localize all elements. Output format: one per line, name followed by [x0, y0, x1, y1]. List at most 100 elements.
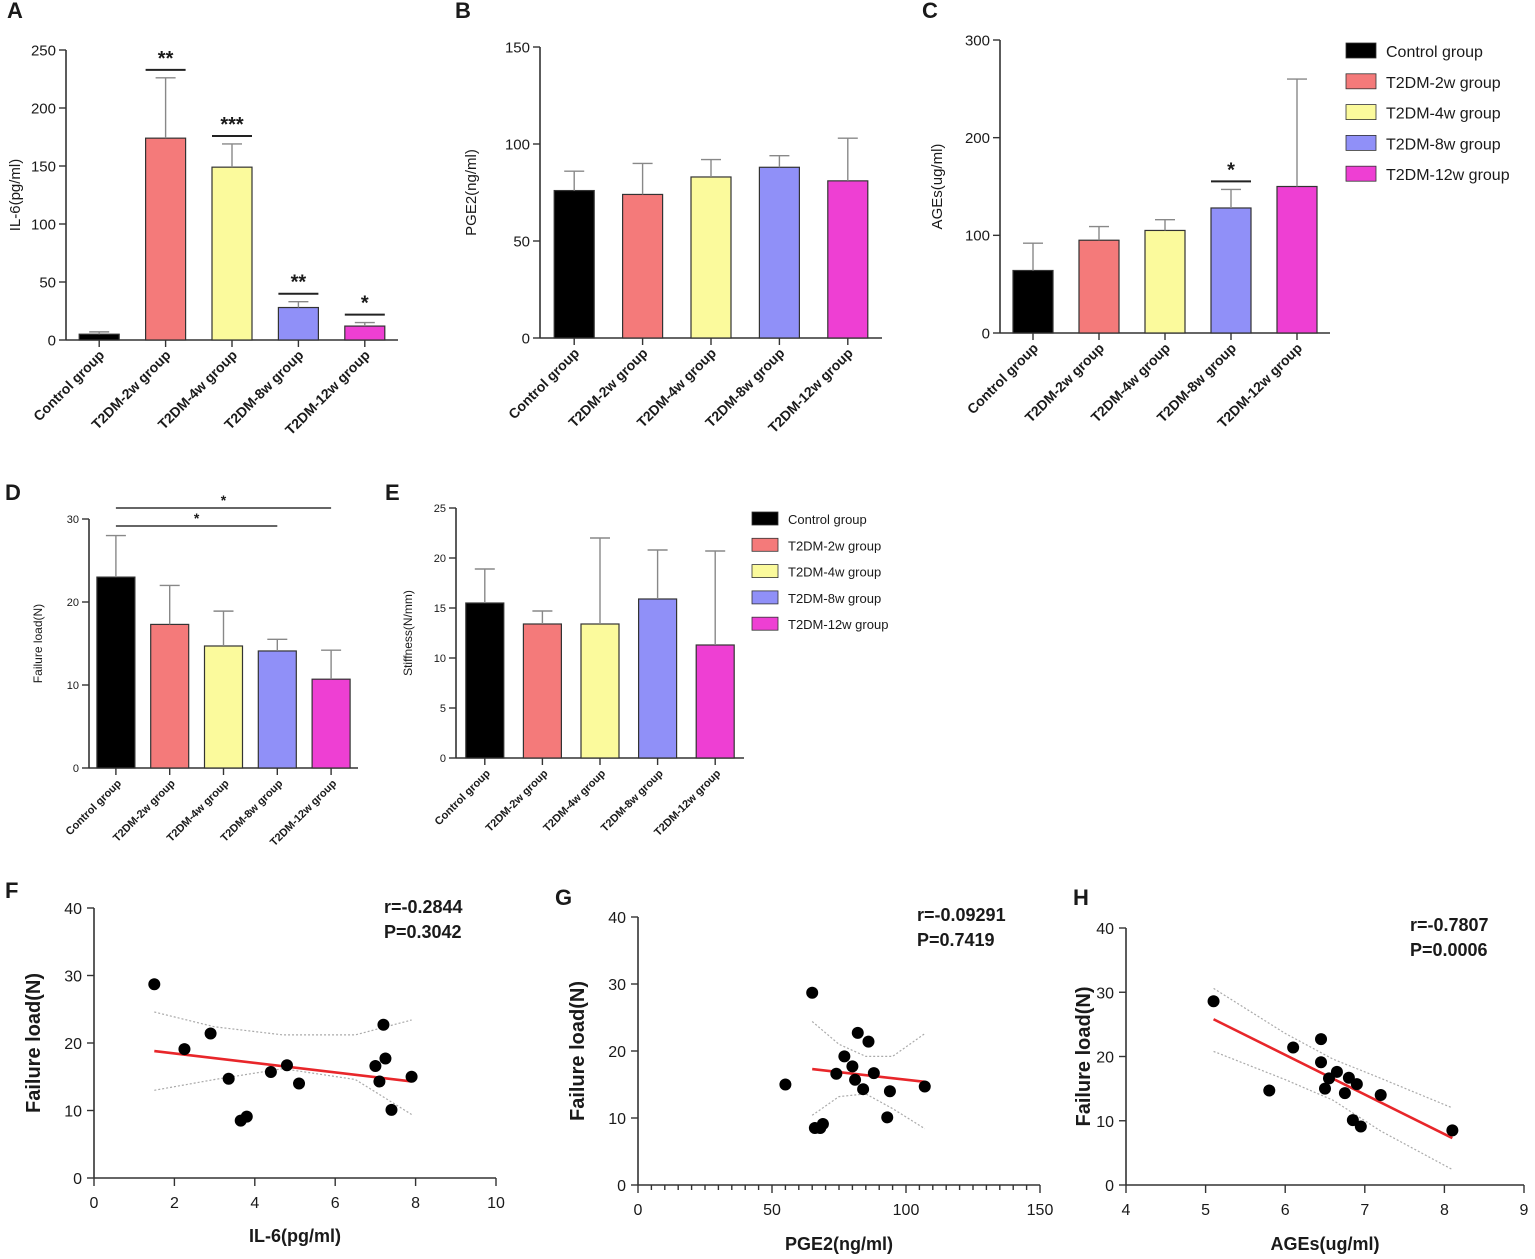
- y-tick-label: 30: [64, 969, 82, 986]
- y-tick-label: 10: [434, 653, 446, 665]
- x-tick-label: Control group: [505, 345, 582, 422]
- significance-marker: *: [1227, 159, 1235, 181]
- panel-f: F 0 10 20 30 40 0 2 4 6 8 10 IL-6(pg/ml) Failure load…: [5, 878, 505, 1246]
- data-point: [1263, 1084, 1276, 1097]
- y-axis-label: Failure load(N): [1073, 986, 1095, 1126]
- y-tick-label: 20: [434, 553, 446, 565]
- y-tick-label: 10: [64, 1104, 82, 1121]
- panel-label: A: [7, 0, 23, 23]
- bar: [1144, 229, 1186, 334]
- y-tick-label: 10: [608, 1111, 626, 1128]
- data-point: [369, 1059, 382, 1072]
- stat-r: r=-0.09291: [917, 905, 1006, 925]
- x-tick-label: T2DM-2w group: [484, 767, 551, 834]
- bar: [758, 166, 801, 339]
- y-tick-label: 150: [505, 39, 530, 56]
- bar: [621, 193, 664, 339]
- panel-label: C: [922, 0, 938, 23]
- data-point: [1330, 1065, 1343, 1078]
- x-axis-label: PGE2(ng/ml): [785, 1234, 893, 1254]
- legend-swatch: [1345, 104, 1377, 120]
- x-tick-label: Control group: [433, 767, 494, 828]
- data-point: [1346, 1114, 1359, 1127]
- legend-label: T2DM-8w group: [788, 591, 881, 606]
- y-axis-label: Failure load(N): [23, 973, 45, 1113]
- y-tick-label: 20: [67, 597, 79, 609]
- y-tick-label: 300: [965, 32, 990, 49]
- x-tick-label: 2: [170, 1195, 179, 1212]
- data-point: [178, 1043, 191, 1056]
- legend-swatch: [751, 511, 779, 526]
- significance-marker: **: [291, 272, 307, 294]
- data-point: [1338, 1087, 1351, 1100]
- significance-marker: **: [158, 48, 174, 70]
- data-point: [1319, 1082, 1331, 1095]
- significance-marker: ***: [220, 114, 244, 136]
- y-tick-label: 200: [31, 100, 56, 117]
- data-point: [1315, 1056, 1328, 1069]
- y-tick-label: 40: [608, 910, 626, 927]
- panel-label: D: [5, 480, 21, 505]
- legend-label: T2DM-12w group: [788, 617, 888, 632]
- legend-swatch: [751, 590, 779, 605]
- bar: [344, 325, 386, 341]
- legend-panel-e: Control group T2DM-2w group T2DM-4w group T…: [751, 511, 888, 632]
- y-tick-label: 30: [1096, 985, 1114, 1002]
- y-axis-label: Stiffness(N/mm): [401, 590, 415, 676]
- legend-swatch: [751, 537, 779, 552]
- panel-label: H: [1073, 885, 1089, 910]
- x-tick-label: 50: [763, 1202, 781, 1219]
- y-tick-label: 250: [31, 42, 56, 59]
- stat-r: r=-0.2844: [384, 897, 463, 917]
- legend-label: T2DM-4w group: [1386, 106, 1501, 123]
- data-point: [881, 1111, 894, 1124]
- bar: [145, 137, 187, 341]
- data-point: [857, 1083, 870, 1096]
- data-point: [779, 1078, 792, 1091]
- bar: [827, 180, 869, 339]
- x-tick-label: T2DM-4w group: [541, 767, 608, 834]
- panel-label: B: [455, 0, 471, 23]
- bar: [277, 306, 319, 341]
- x-tick-label: 10: [487, 1195, 505, 1212]
- stat-p: P=0.3042: [384, 922, 462, 942]
- data-point: [838, 1050, 851, 1063]
- y-tick-label: 5: [440, 703, 446, 715]
- bar: [1276, 185, 1318, 334]
- stat-p: P=0.0006: [1410, 940, 1488, 960]
- x-tick-label: 0: [634, 1202, 643, 1219]
- data-point: [385, 1103, 398, 1116]
- y-tick-label: 100: [31, 216, 56, 233]
- bar: [465, 602, 505, 759]
- y-tick-label: 100: [965, 228, 990, 245]
- legend-label: Control group: [1386, 44, 1483, 61]
- y-tick-label: 20: [64, 1036, 82, 1053]
- y-tick-label: 0: [73, 763, 79, 775]
- confidence-band-lower: [811, 1093, 926, 1130]
- y-axis-label: Failure load(N): [31, 604, 45, 683]
- stat-r: r=-0.7807: [1410, 915, 1489, 935]
- y-tick-label: 0: [982, 325, 990, 342]
- x-tick-label: 5: [1201, 1202, 1210, 1219]
- x-tick-label: 9: [1520, 1202, 1529, 1219]
- panel-h: H 0 10 20 30 40 4 5 6 7 8 9 AGEs(ug/ml) Failure load(…: [1073, 885, 1529, 1254]
- bar: [311, 678, 351, 769]
- x-tick-label: Control group: [64, 777, 125, 838]
- bar: [553, 189, 595, 339]
- y-tick-label: 40: [1096, 921, 1114, 938]
- data-point: [204, 1027, 217, 1040]
- data-point: [806, 986, 819, 999]
- data-point: [1207, 995, 1220, 1008]
- legend-label: T2DM-8w group: [1386, 136, 1501, 153]
- confidence-band-lower: [154, 1068, 412, 1116]
- legend-swatch: [1345, 134, 1377, 151]
- x-tick-label: 7: [1360, 1202, 1369, 1219]
- y-tick-label: 0: [73, 1171, 82, 1188]
- x-tick-label: 100: [893, 1202, 920, 1219]
- x-tick-label: 8: [411, 1195, 420, 1212]
